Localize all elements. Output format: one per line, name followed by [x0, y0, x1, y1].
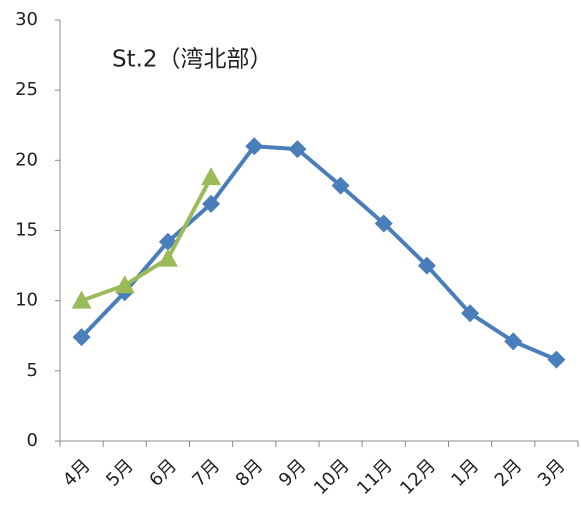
series-line	[80, 176, 213, 303]
diamond-marker	[504, 332, 523, 351]
y-tick-label: 10	[15, 290, 38, 311]
x-tick-label: 6月	[145, 455, 181, 491]
y-tick-label: 0	[27, 430, 38, 451]
x-tick-label: 5月	[102, 455, 138, 491]
x-tick-label: 7月	[188, 455, 224, 491]
triangle-marker	[157, 248, 178, 267]
diamond-marker	[245, 137, 264, 156]
y-tick-label: 15	[15, 220, 38, 241]
diamond-marker	[331, 176, 350, 195]
diamond-marker	[288, 140, 307, 159]
x-tick-label: 4月	[59, 455, 95, 491]
triangle-marker	[114, 275, 135, 294]
diamond-marker	[374, 214, 393, 233]
diamond-marker	[461, 304, 480, 323]
triangle-marker	[71, 290, 92, 309]
chart-title: St.2（湾北部）	[112, 47, 273, 73]
diamond-marker	[72, 328, 91, 347]
diamond-marker	[202, 194, 221, 213]
series-line	[80, 144, 558, 362]
diamond-marker	[547, 350, 566, 369]
x-tick-label: 1月	[447, 455, 483, 491]
x-tick-label: 11月	[353, 455, 397, 499]
y-tick-label: 30	[15, 9, 38, 30]
x-tick-label: 12月	[396, 455, 440, 499]
y-tick-label: 25	[15, 79, 38, 100]
diamond-marker	[417, 256, 436, 275]
x-tick-label: 9月	[275, 455, 311, 491]
y-tick-label: 20	[15, 149, 38, 170]
x-tick-label: 2月	[491, 455, 527, 491]
triangle-marker	[201, 167, 222, 186]
x-tick-label: 10月	[310, 455, 354, 499]
y-tick-label: 5	[27, 360, 38, 381]
x-tick-label: 3月	[534, 455, 570, 491]
x-tick-label: 8月	[232, 455, 268, 491]
